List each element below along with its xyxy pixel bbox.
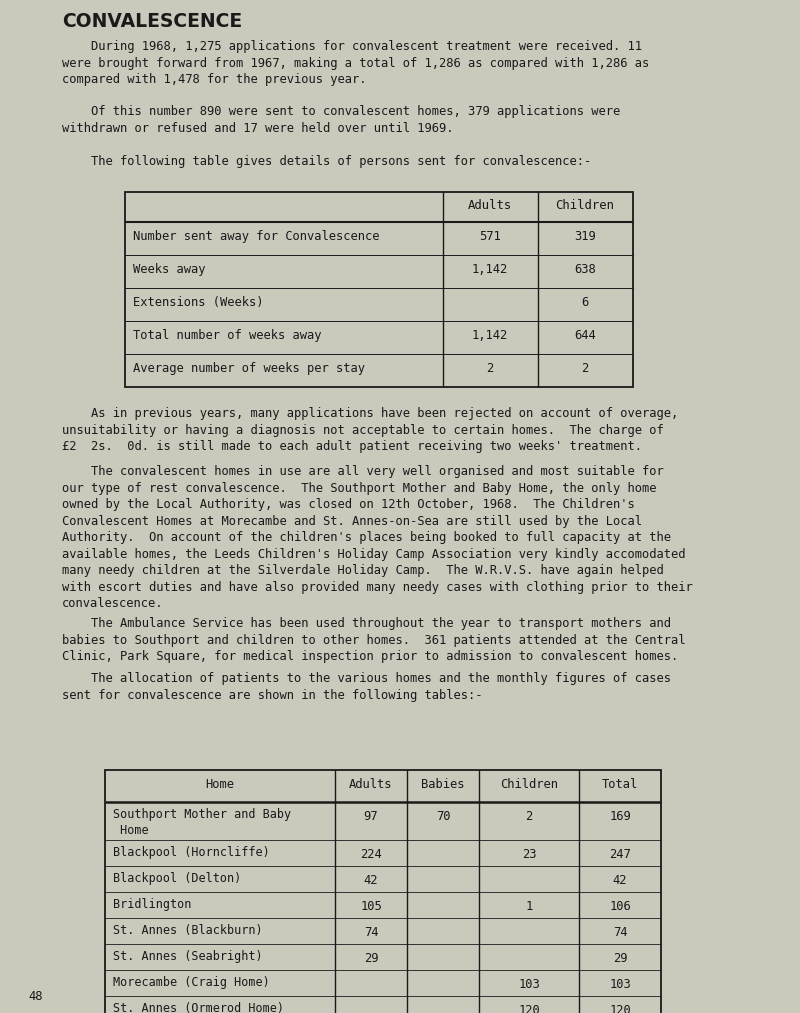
Text: 2: 2 <box>486 362 494 375</box>
Text: 120: 120 <box>518 1004 540 1013</box>
Text: 1: 1 <box>526 900 533 913</box>
Text: 29: 29 <box>613 952 627 965</box>
Text: Bridlington: Bridlington <box>113 898 191 911</box>
Text: Weeks away: Weeks away <box>133 263 206 276</box>
Text: St. Annes (Seabright): St. Annes (Seabright) <box>113 950 262 963</box>
Text: St. Annes (Blackburn): St. Annes (Blackburn) <box>113 924 262 937</box>
Text: Blackpool (Delton): Blackpool (Delton) <box>113 872 242 885</box>
Text: The allocation of patients to the various homes and the monthly figures of cases: The allocation of patients to the variou… <box>62 672 671 701</box>
Text: 23: 23 <box>522 848 536 861</box>
Text: 120: 120 <box>609 1004 631 1013</box>
Text: The convalescent homes in use are all very well organised and most suitable for
: The convalescent homes in use are all ve… <box>62 465 693 610</box>
Text: 319: 319 <box>574 230 596 243</box>
Text: Number sent away for Convalescence: Number sent away for Convalescence <box>133 230 379 243</box>
Text: Of this number 890 were sent to convalescent homes, 379 applications were
withdr: Of this number 890 were sent to convales… <box>62 105 620 135</box>
Text: Blackpool (Horncliffe): Blackpool (Horncliffe) <box>113 846 270 859</box>
Text: 105: 105 <box>360 900 382 913</box>
Text: Adults: Adults <box>468 199 512 212</box>
Text: 42: 42 <box>364 874 378 887</box>
Text: 103: 103 <box>609 978 631 991</box>
Text: 6: 6 <box>582 296 589 309</box>
Text: 106: 106 <box>609 900 631 913</box>
Text: The following table gives details of persons sent for convalescence:-: The following table gives details of per… <box>62 155 591 168</box>
Text: 70: 70 <box>436 810 450 823</box>
Text: During 1968, 1,275 applications for convalescent treatment were received. 11
wer: During 1968, 1,275 applications for conv… <box>62 40 650 86</box>
Text: Average number of weeks per stay: Average number of weeks per stay <box>133 362 365 375</box>
Text: 1,142: 1,142 <box>472 263 508 276</box>
Bar <box>125 192 633 387</box>
Text: 571: 571 <box>479 230 501 243</box>
Text: 1,142: 1,142 <box>472 329 508 342</box>
Text: 29: 29 <box>364 952 378 965</box>
Text: 2: 2 <box>582 362 589 375</box>
Text: Total: Total <box>602 778 638 791</box>
Text: Home: Home <box>206 778 234 791</box>
Text: 48: 48 <box>28 990 42 1003</box>
Text: 224: 224 <box>360 848 382 861</box>
Text: Children: Children <box>555 199 614 212</box>
Text: 74: 74 <box>613 926 627 939</box>
Text: St. Annes (Ormerod Home): St. Annes (Ormerod Home) <box>113 1002 284 1013</box>
Text: 103: 103 <box>518 978 540 991</box>
Text: Babies: Babies <box>422 778 465 791</box>
Text: As in previous years, many applications have been rejected on account of overage: As in previous years, many applications … <box>62 407 678 453</box>
Text: 97: 97 <box>364 810 378 823</box>
Text: CONVALESCENCE: CONVALESCENCE <box>62 12 242 31</box>
Text: 169: 169 <box>609 810 631 823</box>
Text: 644: 644 <box>574 329 596 342</box>
Text: 638: 638 <box>574 263 596 276</box>
Bar <box>105 770 661 1013</box>
Text: 247: 247 <box>609 848 631 861</box>
Text: Extensions (Weeks): Extensions (Weeks) <box>133 296 263 309</box>
Text: 74: 74 <box>364 926 378 939</box>
Text: Total number of weeks away: Total number of weeks away <box>133 329 322 342</box>
Text: 42: 42 <box>613 874 627 887</box>
Text: Adults: Adults <box>350 778 393 791</box>
Text: Southport Mother and Baby
 Home: Southport Mother and Baby Home <box>113 808 291 837</box>
Text: Morecambe (Craig Home): Morecambe (Craig Home) <box>113 976 270 989</box>
Text: 2: 2 <box>526 810 533 823</box>
Text: Children: Children <box>500 778 558 791</box>
Text: The Ambulance Service has been used throughout the year to transport mothers and: The Ambulance Service has been used thro… <box>62 617 686 663</box>
